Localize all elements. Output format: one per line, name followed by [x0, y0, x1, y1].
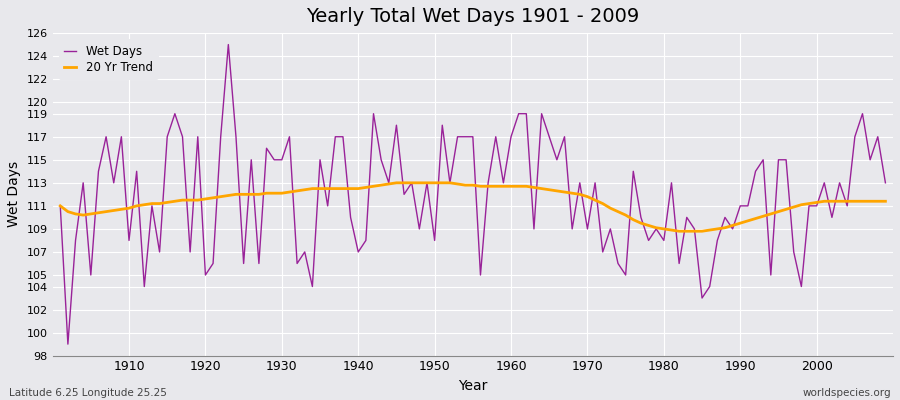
Wet Days — [880, 180, 891, 185]
Line: 20 Yr Trend: 20 Yr Trend — [60, 183, 886, 231]
Text: Latitude 6.25 Longitude 25.25: Latitude 6.25 Longitude 25.25 — [9, 388, 166, 398]
20 Yr Trend — [880, 199, 891, 204]
Wet Days — [613, 261, 624, 266]
Wet Days — [55, 204, 66, 208]
Wet Days — [123, 238, 134, 243]
Wet Days — [346, 215, 356, 220]
Wet Days — [300, 250, 310, 254]
Wet Days — [513, 111, 524, 116]
20 Yr Trend — [284, 190, 295, 194]
Wet Days — [62, 342, 73, 346]
Text: worldspecies.org: worldspecies.org — [803, 388, 891, 398]
Wet Days — [223, 42, 234, 47]
20 Yr Trend — [513, 184, 524, 189]
20 Yr Trend — [506, 184, 517, 189]
Y-axis label: Wet Days: Wet Days — [7, 161, 21, 228]
Legend: Wet Days, 20 Yr Trend: Wet Days, 20 Yr Trend — [58, 39, 158, 80]
20 Yr Trend — [605, 206, 616, 210]
20 Yr Trend — [116, 207, 127, 212]
X-axis label: Year: Year — [458, 379, 488, 393]
20 Yr Trend — [391, 180, 401, 185]
Line: Wet Days: Wet Days — [60, 44, 886, 344]
20 Yr Trend — [330, 186, 341, 191]
Wet Days — [521, 111, 532, 116]
20 Yr Trend — [674, 229, 685, 234]
20 Yr Trend — [55, 204, 66, 208]
Title: Yearly Total Wet Days 1901 - 2009: Yearly Total Wet Days 1901 - 2009 — [306, 7, 640, 26]
